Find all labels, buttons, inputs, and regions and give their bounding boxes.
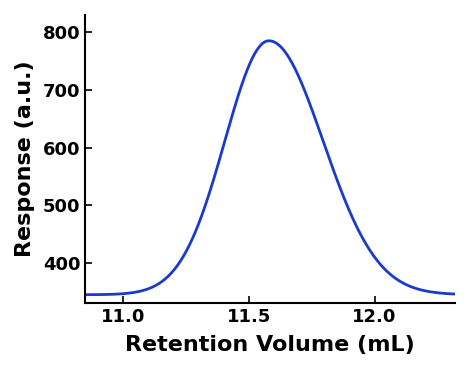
X-axis label: Retention Volume (mL): Retention Volume (mL): [125, 334, 415, 354]
Y-axis label: Response (a.u.): Response (a.u.): [15, 61, 35, 258]
